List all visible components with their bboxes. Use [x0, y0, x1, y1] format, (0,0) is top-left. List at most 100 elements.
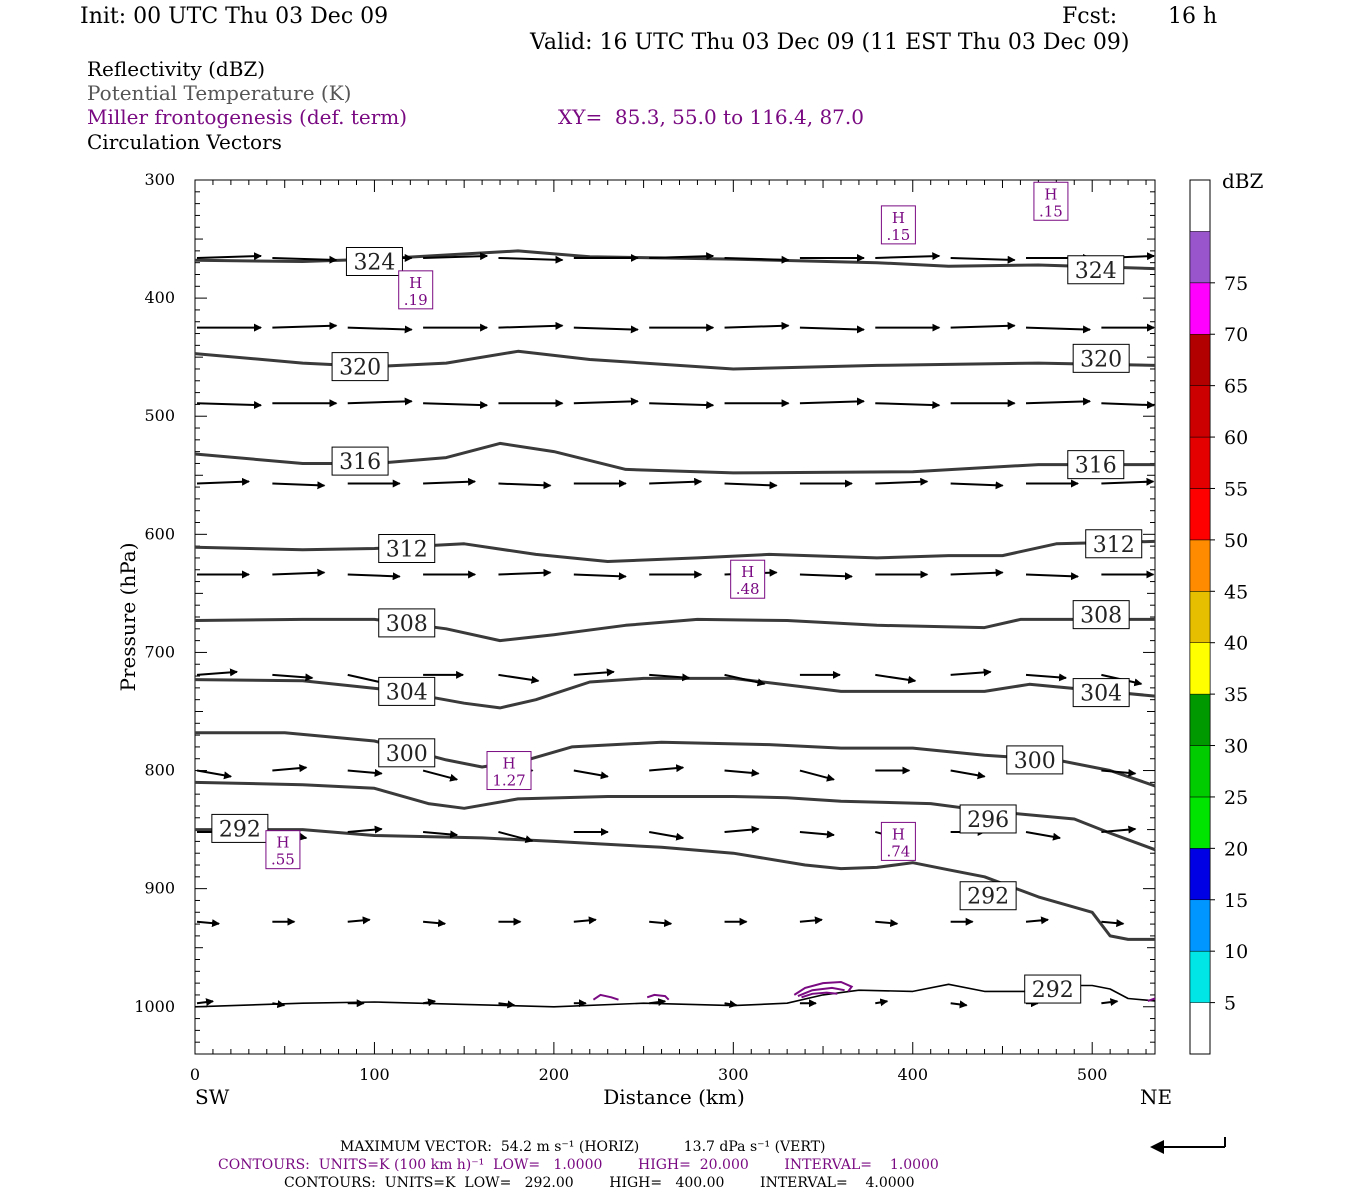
svg-text:292: 292	[1032, 978, 1074, 1003]
svg-text:292: 292	[967, 885, 1009, 910]
circulation-vector	[1025, 397, 1092, 406]
circulation-vector	[1025, 673, 1068, 682]
circulation-vector	[724, 481, 778, 490]
color-bar-swatch	[1189, 642, 1211, 695]
field-reflectivity: Reflectivity (dBZ)	[87, 57, 266, 81]
circulation-vector	[423, 401, 489, 410]
color-bar-label: 40	[1224, 633, 1248, 655]
frontogenesis-high-marker: H.55	[265, 830, 301, 870]
isentrope-label-316: 316	[1067, 450, 1125, 480]
circulation-vector	[649, 764, 685, 773]
frontogenesis-contour	[797, 986, 845, 998]
frontogenesis-contour-note: CONTOURS: UNITS=K (100 km h)⁻¹ LOW= 1.00…	[218, 1157, 939, 1173]
circulation-vector	[950, 1000, 968, 1009]
isentrope-label-304: 304	[1072, 678, 1130, 708]
circulation-vector	[196, 252, 262, 261]
reference-vector-arrow	[1150, 1137, 1226, 1154]
color-bar-label: 25	[1224, 787, 1248, 809]
circulation-vector	[422, 998, 437, 1007]
svg-text:308: 308	[386, 612, 428, 637]
isentrope-label-300: 300	[1006, 745, 1064, 775]
circulation-vector	[272, 1000, 286, 1009]
circulation-vector	[347, 916, 371, 925]
circulation-vector	[196, 998, 214, 1007]
field-circulation-vectors: Circulation Vectors	[87, 130, 282, 154]
frontogenesis-contour	[646, 993, 670, 1001]
svg-text:H: H	[892, 209, 905, 227]
circulation-vector	[799, 572, 853, 581]
circulation-vector	[573, 397, 639, 406]
isentrope-label-304: 304	[378, 676, 436, 706]
color-bar-swatch	[1189, 436, 1211, 489]
svg-text:316: 316	[1075, 454, 1117, 479]
color-bar-swatch	[1189, 591, 1211, 643]
circulation-vector	[272, 764, 308, 773]
circulation-vector	[875, 998, 889, 1007]
svg-text:H: H	[892, 825, 905, 843]
circulation-vector	[1101, 477, 1155, 486]
y-tick-label: 300	[144, 170, 175, 189]
circulation-vector	[875, 673, 917, 684]
svg-text:.55: .55	[271, 851, 295, 869]
color-bar-label: 65	[1224, 376, 1248, 398]
circulation-vector	[1101, 825, 1137, 834]
circulation-vector	[649, 998, 667, 1007]
circulation-vector	[724, 673, 766, 687]
svg-text:292: 292	[219, 817, 261, 842]
color-bar-label: 70	[1224, 324, 1248, 346]
circulation-vector	[724, 825, 760, 834]
color-bar-label: 15	[1224, 890, 1248, 912]
circulation-vector	[649, 919, 673, 928]
isentrope-label-296: 296	[959, 804, 1017, 834]
circulation-vector	[272, 673, 314, 682]
circulation-vector	[196, 401, 262, 410]
color-bar-swatch	[1189, 693, 1211, 746]
circulation-vector	[498, 255, 564, 264]
color-bar-label: 50	[1224, 530, 1248, 552]
frontogenesis-high-marker: H.19	[398, 270, 434, 310]
isentrope-308	[194, 617, 1155, 643]
frontogenesis-contour	[793, 980, 854, 996]
color-bar-swatch	[1189, 899, 1211, 952]
isentrope-label-320: 320	[331, 352, 389, 382]
color-bar-label: 10	[1224, 941, 1248, 963]
svg-text:300: 300	[1014, 749, 1056, 774]
circulation-vector	[423, 252, 489, 261]
color-bar-title: dBZ	[1222, 169, 1264, 193]
circulation-vector	[799, 397, 865, 406]
color-bar-swatch	[1189, 231, 1211, 284]
svg-text:316: 316	[339, 450, 381, 475]
frontogenesis-contour	[801, 991, 838, 999]
circulation-vector	[950, 769, 986, 780]
svg-text:.15: .15	[886, 226, 910, 244]
x-tick-label: 100	[359, 1065, 390, 1084]
forecast-hour: 16 h	[1168, 4, 1218, 29]
circulation-vector	[950, 668, 992, 677]
circulation-vector	[498, 673, 540, 684]
svg-text:324: 324	[353, 250, 395, 275]
svg-text:312: 312	[1093, 533, 1135, 558]
circulation-vector	[1025, 916, 1050, 925]
circulation-vector	[649, 401, 715, 410]
circulation-vector	[498, 568, 552, 577]
isentrope-label-292: 292	[959, 881, 1017, 911]
svg-text:312: 312	[386, 537, 428, 562]
y-tick-label: 1000	[134, 997, 175, 1016]
circulation-vector	[498, 481, 552, 490]
svg-text:1.27: 1.27	[492, 772, 525, 790]
circulation-vector	[272, 568, 326, 577]
frontogenesis-high-marker: H.15	[1033, 181, 1069, 221]
circulation-vector	[649, 252, 715, 261]
svg-text:304: 304	[1080, 682, 1122, 707]
circulation-vector	[498, 321, 564, 330]
circulation-vector	[573, 325, 639, 334]
svg-text:.48: .48	[736, 580, 760, 598]
field-potential-temperature: Potential Temperature (K)	[87, 81, 352, 105]
svg-text:H: H	[502, 755, 515, 773]
color-bar-label: 5	[1224, 993, 1236, 1015]
circulation-vector	[799, 769, 835, 782]
circulation-vector	[196, 769, 232, 780]
isentrope-label-316: 316	[331, 446, 389, 476]
isentrope-292	[195, 828, 1155, 941]
color-bar-swatch	[1189, 282, 1211, 335]
